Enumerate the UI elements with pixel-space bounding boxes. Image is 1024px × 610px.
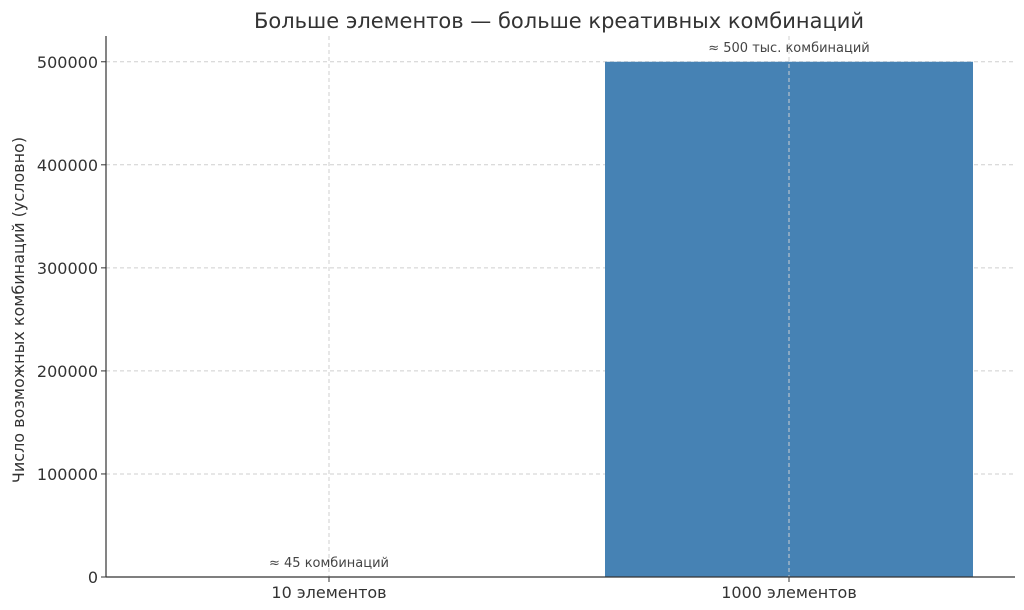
- chart-title: Больше элементов — больше креативных ком…: [254, 9, 864, 33]
- data-labels: ≈ 45 комбинаций ≈ 500 тыс. комбинаций: [269, 41, 870, 571]
- y-tick-label: 0: [88, 568, 98, 587]
- data-label: ≈ 500 тыс. комбинаций: [708, 41, 870, 56]
- y-tick-label: 500000: [37, 53, 98, 72]
- y-axis-label: Число возможных комбинаций (условно): [9, 137, 28, 483]
- y-tick-label: 200000: [37, 362, 98, 381]
- bars: [145, 61, 973, 578]
- y-tick-label: 300000: [37, 259, 98, 278]
- y-tick-label: 100000: [37, 465, 98, 484]
- x-tick-label: 10 элементов: [271, 583, 386, 602]
- y-ticks: 0 100000 200000 300000 400000 500000: [37, 53, 106, 587]
- x-tick-label: 1000 элементов: [721, 583, 857, 602]
- data-label: ≈ 45 комбинаций: [269, 556, 389, 571]
- y-tick-label: 400000: [37, 156, 98, 175]
- vertical-grid: [328, 36, 790, 577]
- axes: [105, 36, 1015, 578]
- x-ticks: 10 элементов 1000 элементов: [271, 577, 857, 602]
